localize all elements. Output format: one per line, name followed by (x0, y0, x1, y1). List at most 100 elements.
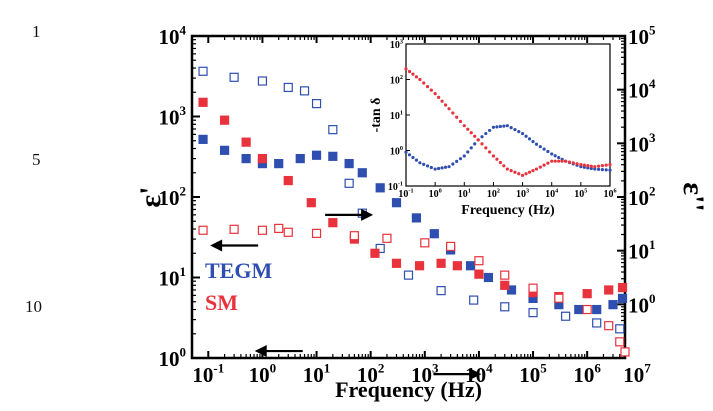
inset-curve-dot (513, 170, 517, 174)
inset-curve-dot (538, 165, 542, 169)
data-point (528, 308, 538, 318)
inset-curve-dot (407, 69, 412, 74)
data-point (198, 225, 208, 235)
inset-curve-dot (422, 162, 426, 166)
inset-data-point (418, 77, 422, 82)
data-point (500, 280, 510, 290)
data-point (349, 231, 359, 241)
data-point (295, 153, 305, 164)
data-point (311, 228, 322, 238)
y-right-tick-label: 103 (628, 130, 656, 156)
inset-curve-dot (407, 153, 412, 157)
inset-curve-dot (473, 142, 477, 146)
inset-plot: 10-1 100 101 102 103 104 105 106 10-1 100 101 102 10… (369, 39, 617, 219)
inset-data-point (534, 142, 539, 146)
inset-curve-dot (542, 147, 546, 151)
inset-curve-dot (458, 157, 463, 161)
inset-data-point (476, 138, 480, 142)
data-point (357, 168, 367, 178)
data-point (311, 150, 322, 160)
data-point (257, 76, 268, 86)
data-point (604, 285, 614, 295)
inset-data-point (447, 165, 451, 169)
data-point (328, 125, 338, 135)
data-point (574, 304, 584, 315)
inset-y-tick-label: 102 (390, 74, 403, 87)
inset-curve-dot (531, 139, 535, 144)
inset-data-point (534, 167, 539, 171)
data-point (391, 198, 402, 208)
inset-curve-dot (495, 125, 499, 129)
inset-curve-dot (527, 137, 532, 141)
line-number-1: 1 (32, 22, 41, 41)
data-point (283, 227, 293, 237)
y-right-tick-label: 100 (628, 291, 656, 317)
inset-curve-dot (502, 124, 506, 128)
inset-curve-dot (589, 166, 593, 171)
data-point (436, 286, 446, 296)
inset-curve-dot (498, 160, 502, 165)
data-point (241, 137, 251, 147)
main-plot: 10-1 100 101 102 103 104 105 106 107 100 101 102 103… (134, 23, 710, 402)
inset-curve-dot (488, 128, 492, 133)
inset-data-point (505, 167, 509, 171)
inset-curve-dot (411, 72, 415, 76)
inset-curve-dot (600, 167, 604, 172)
inset-data-point (520, 173, 525, 177)
inset-x-tick-label: 10-1 (398, 188, 413, 201)
inset-y-tick-label: 100 (390, 145, 403, 158)
x-tick-label: 105 (519, 361, 547, 387)
data-point (608, 300, 618, 310)
inset-curve-dot (411, 155, 415, 160)
inset-curve-dot (458, 119, 463, 124)
inset-x-tick-label: 100 (429, 188, 442, 201)
inset-curve-dot (567, 160, 572, 164)
x-tick-label: 101 (303, 361, 331, 387)
data-point (391, 258, 402, 268)
y-right-tick-label: 105 (628, 23, 656, 49)
axis-arrow-head (210, 239, 223, 252)
inset-curve-dot (495, 157, 499, 161)
inset-curve-dot (509, 169, 513, 173)
y-right-tick-label: 101 (628, 237, 656, 263)
axis-arrow-head (361, 208, 374, 221)
data-point (617, 293, 628, 304)
data-point (382, 233, 392, 243)
inset-curve-dot (557, 159, 561, 163)
data-point (436, 258, 446, 268)
inset-curve-dot (484, 146, 488, 150)
x-tick-label: 107 (623, 361, 651, 387)
axis-arrow-head (469, 368, 482, 381)
inset-curve-dot (425, 84, 430, 89)
inset-x-axis-title: Frequency (Hz) (461, 203, 555, 218)
data-point (474, 269, 484, 279)
x-tick-label: 106 (573, 361, 601, 387)
data-point (592, 318, 602, 328)
inset-curve-dot (469, 131, 473, 135)
inset-x-tick-label: 104 (545, 188, 558, 201)
inset-data-point (404, 67, 408, 71)
data-point (219, 115, 230, 125)
inset-data-point (593, 167, 597, 171)
data-point (299, 86, 310, 96)
data-point (344, 158, 354, 169)
y-right-tick-label: 102 (628, 184, 656, 210)
inset-data-point (505, 124, 509, 128)
inset-data-point (608, 163, 612, 167)
data-point (528, 283, 538, 293)
y-left-tick-label: 101 (158, 264, 186, 290)
data-point (370, 248, 380, 258)
inset-curve-dot (596, 167, 601, 171)
data-point (483, 272, 494, 283)
data-point (229, 224, 239, 234)
inset-y-tick-label: 103 (390, 39, 403, 52)
data-point (198, 134, 208, 144)
inset-curve-dot (560, 159, 564, 163)
inset-data-point (520, 131, 525, 136)
y-right-axis-title: ε'' (677, 182, 710, 212)
data-point (257, 225, 268, 235)
data-point (446, 241, 456, 252)
data-point (620, 347, 630, 357)
data-point (229, 72, 239, 82)
